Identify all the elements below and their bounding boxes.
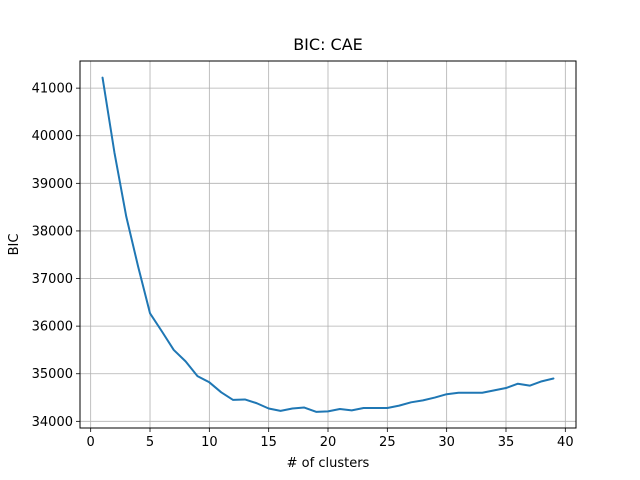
x-tick-label: 5	[146, 435, 154, 450]
y-tick-label: 35000	[32, 367, 73, 382]
y-tick-label: 37000	[32, 272, 73, 287]
series-layer	[101, 76, 555, 413]
y-tick-label: 39000	[32, 177, 73, 192]
x-tick-label: 10	[201, 435, 218, 450]
chart-title: BIC: CAE	[293, 35, 363, 54]
x-tick-label: 35	[498, 435, 515, 450]
x-axis-label: # of clusters	[287, 456, 370, 471]
x-tick-label: 15	[260, 435, 277, 450]
x-tick-label: 20	[320, 435, 337, 450]
x-tick-label: 0	[87, 435, 95, 450]
y-tick-label: 34000	[32, 415, 73, 430]
x-tick-label: 25	[379, 435, 396, 450]
x-tick-label: 30	[438, 435, 455, 450]
y-tick-label: 40000	[32, 129, 73, 144]
series-line	[101, 76, 555, 413]
y-tick-label: 36000	[32, 320, 73, 335]
y-axis-label: BIC	[7, 234, 22, 256]
y-tick-label: 38000	[32, 224, 73, 239]
ticks: 0 5 10 15 20 25 30 35 40 34000 35000 36000 37000 3800…	[32, 82, 574, 450]
y-tick-label: 41000	[32, 82, 73, 97]
x-tick-label: 40	[557, 435, 574, 450]
grid	[80, 61, 576, 428]
